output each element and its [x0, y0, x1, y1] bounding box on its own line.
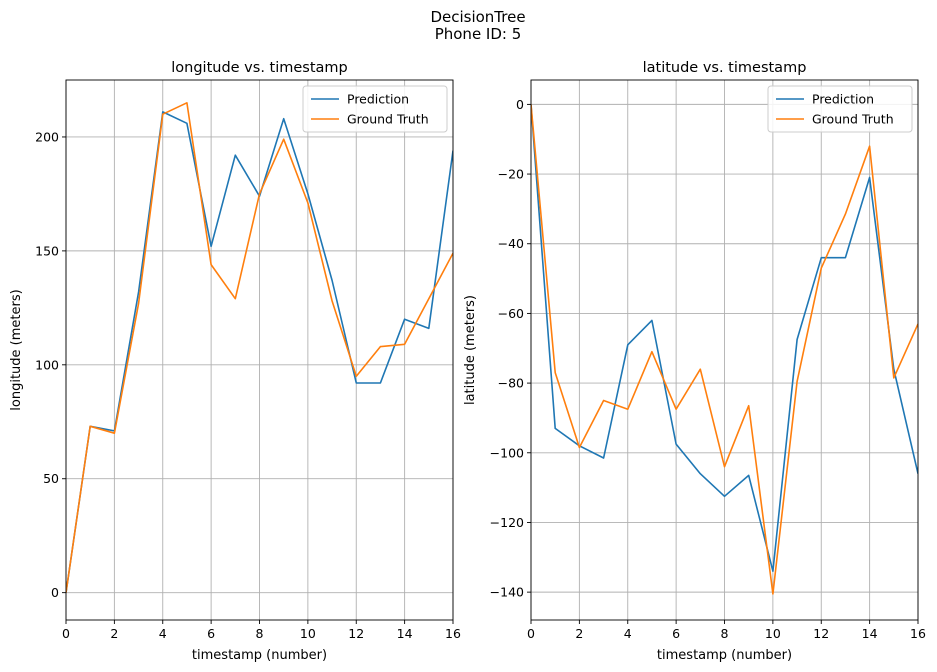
y-tick-label: −20	[498, 167, 524, 182]
y-tick-label: 50	[43, 471, 59, 486]
y-tick-label: −140	[490, 585, 524, 600]
y-tick-label: −80	[498, 376, 524, 391]
y-tick-label: −120	[490, 515, 524, 530]
chart-title: latitude vs. timestamp	[643, 60, 807, 76]
y-axis-label: longitude (meters)	[9, 289, 24, 410]
legend: Prediction Ground Truth	[767, 85, 913, 133]
y-tick-label: −40	[498, 236, 524, 251]
x-tick-label: 0	[62, 626, 70, 641]
x-axis-label: timestamp (number)	[192, 648, 327, 663]
legend-box	[302, 85, 448, 133]
legend-entry: Prediction	[812, 92, 874, 107]
series-line-ground-truth	[531, 104, 918, 595]
y-tick-label: 150	[35, 243, 59, 258]
x-tick-label: 14	[397, 626, 413, 641]
x-tick-label: 8	[256, 626, 264, 641]
longitude-chart: longitude vs. timestamp 0 2 4 6 8 10 12 14 16 0 50 1…	[9, 60, 461, 663]
series-line-prediction	[531, 104, 918, 573]
x-tick-label: 8	[721, 626, 729, 641]
figure-subtitle: Phone ID: 5	[435, 25, 522, 43]
x-tick-label: 14	[862, 626, 878, 641]
x-tick-label: 4	[159, 626, 167, 641]
y-tick-label: −100	[490, 445, 524, 460]
legend: Prediction Ground Truth	[302, 85, 448, 133]
x-tick-label: 0	[527, 626, 535, 641]
y-tick-label: 200	[35, 129, 59, 144]
figure-title: DecisionTree	[430, 8, 525, 26]
x-axis-label: timestamp (number)	[657, 648, 792, 663]
x-tick-label: 2	[110, 626, 118, 641]
legend-entry: Ground Truth	[812, 112, 894, 127]
x-tick-label: 6	[672, 626, 680, 641]
x-tick-label: 10	[765, 626, 781, 641]
x-tick-label: 6	[207, 626, 215, 641]
x-tick-label: 10	[300, 626, 316, 641]
chart-title: longitude vs. timestamp	[171, 60, 348, 76]
x-tick-label: 16	[910, 626, 926, 641]
latitude-chart: latitude vs. timestamp 0 2 4 6 8 10 12 14 16 0 −20 −…	[463, 60, 926, 663]
legend-entry: Ground Truth	[347, 112, 429, 127]
legend-entry: Prediction	[347, 92, 409, 107]
x-tick-label: 4	[624, 626, 632, 641]
x-tick-label: 16	[445, 626, 461, 641]
y-tick-label: 0	[516, 97, 524, 112]
series-line-ground-truth	[66, 102, 453, 593]
x-tick-label: 2	[575, 626, 583, 641]
x-tick-label: 12	[813, 626, 829, 641]
x-tick-label: 12	[348, 626, 364, 641]
y-tick-label: −60	[498, 306, 524, 321]
y-tick-label: 0	[51, 585, 59, 600]
y-axis-label: latitude (meters)	[463, 295, 478, 405]
y-tick-label: 100	[35, 357, 59, 372]
legend-box	[767, 85, 913, 133]
